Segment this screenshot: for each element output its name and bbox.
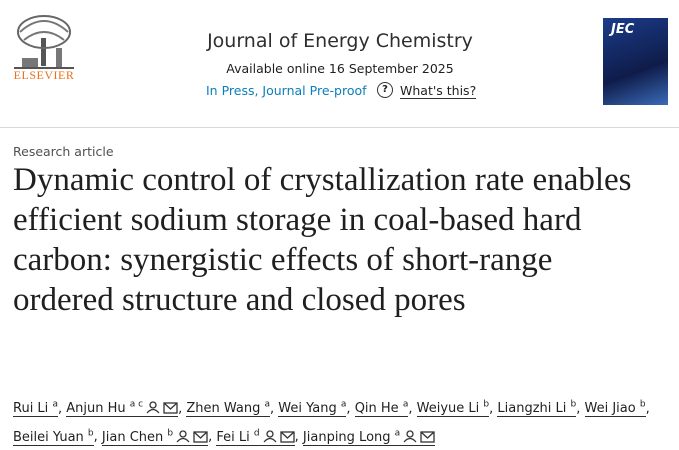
separator: , (346, 401, 351, 417)
author[interactable]: Anjun Hu a c (66, 400, 179, 418)
separator: , (645, 401, 650, 417)
journal-title[interactable]: Journal of Energy Chemistry (207, 30, 473, 52)
author-name[interactable]: Fei Li (216, 429, 250, 445)
help-icon[interactable]: ? (377, 82, 393, 98)
separator: , (57, 401, 63, 417)
author-name[interactable]: Zhen Wang (186, 401, 261, 417)
publisher-name: ELSEVIER (13, 68, 75, 82)
affiliation[interactable]: a (264, 400, 271, 410)
separator: , (270, 401, 275, 417)
author-name[interactable]: Liangzhi Li (497, 401, 567, 417)
author-name[interactable]: Jianping Long (302, 429, 391, 445)
author-name[interactable]: Anjun Hu (66, 401, 126, 417)
status-link[interactable]: In Press, Journal Pre-proof (206, 83, 367, 98)
cover-title: JEC (611, 22, 635, 37)
separator: , (408, 401, 413, 417)
affiliation[interactable]: a (340, 400, 347, 410)
availability: Available online 16 September 2025 (226, 61, 454, 76)
author-name[interactable]: Rui Li (13, 401, 49, 417)
affiliation[interactable]: a (394, 428, 401, 439)
author-name[interactable]: Jian Chen (101, 429, 164, 445)
affiliation[interactable]: b (639, 400, 646, 410)
affiliation[interactable]: b (483, 400, 490, 410)
mail-icon (193, 431, 208, 443)
author-name[interactable]: Wei Yang (278, 401, 337, 417)
divider (0, 127, 679, 128)
separator: , (294, 429, 299, 445)
affiliation[interactable]: a c (129, 400, 144, 410)
separator: , (93, 429, 98, 445)
author[interactable]: Wei Yang a (278, 400, 347, 418)
author-name[interactable]: Wei Jiao (584, 401, 636, 417)
author-list: Rui Li a, Anjun Hu a c, Zhen Wang a, Wei… (13, 393, 673, 450)
journal-cover[interactable]: JEC (603, 18, 668, 105)
mail-icon (163, 402, 178, 414)
author[interactable]: Beilei Yuan b (13, 428, 94, 446)
author[interactable]: Wei Jiao b (584, 400, 646, 418)
help-link[interactable]: What's this? (400, 83, 477, 99)
person-icon (146, 401, 160, 414)
affiliation[interactable]: d (253, 428, 260, 439)
affiliation[interactable]: b (87, 428, 94, 439)
author-name[interactable]: Beilei Yuan (13, 429, 84, 445)
affiliation[interactable]: a (52, 400, 58, 410)
author[interactable]: Jianping Long a (302, 428, 436, 446)
person-icon (176, 430, 190, 443)
affiliation[interactable]: a (402, 400, 409, 410)
separator: , (576, 401, 581, 417)
author[interactable]: Zhen Wang a (186, 400, 271, 418)
person-icon (263, 430, 277, 443)
author[interactable]: Liangzhi Li b (497, 400, 577, 418)
author[interactable]: Fei Li d (216, 428, 295, 446)
affiliation[interactable]: b (570, 400, 577, 410)
author-name[interactable]: Weiyue Li (416, 401, 480, 417)
author[interactable]: Rui Li a (13, 400, 58, 418)
mail-icon (279, 431, 295, 443)
author[interactable]: Weiyue Li b (416, 400, 490, 418)
author-name[interactable]: Qin He (354, 401, 399, 417)
author[interactable]: Qin He a (354, 400, 409, 418)
separator: , (208, 429, 213, 445)
separator: , (178, 401, 183, 417)
separator: , (489, 401, 494, 417)
mail-icon (420, 431, 435, 443)
affiliation[interactable]: b (167, 428, 174, 439)
article-type: Research article (13, 144, 114, 159)
article-title: Dynamic control of crystallization rate … (13, 162, 632, 318)
author[interactable]: Jian Chen b (101, 428, 209, 446)
publisher-logo (14, 15, 74, 69)
person-icon (403, 430, 417, 443)
